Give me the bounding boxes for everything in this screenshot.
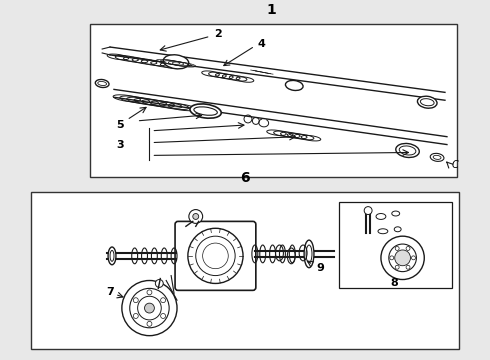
Circle shape: [147, 321, 152, 326]
Circle shape: [189, 210, 203, 223]
Ellipse shape: [96, 80, 109, 87]
Circle shape: [390, 256, 394, 260]
Ellipse shape: [417, 96, 437, 108]
Circle shape: [406, 247, 410, 251]
Circle shape: [193, 213, 199, 220]
Circle shape: [133, 314, 138, 319]
Circle shape: [412, 256, 416, 260]
Circle shape: [406, 265, 410, 269]
Text: 4: 4: [258, 39, 266, 49]
Bar: [90, 24, 457, 177]
Text: 1: 1: [267, 4, 276, 18]
Ellipse shape: [108, 247, 116, 265]
Circle shape: [395, 247, 399, 251]
Ellipse shape: [304, 240, 314, 268]
Text: 8: 8: [391, 278, 398, 288]
Circle shape: [395, 265, 399, 269]
Text: 5: 5: [116, 120, 123, 130]
Circle shape: [145, 303, 154, 313]
Circle shape: [395, 250, 411, 266]
Circle shape: [130, 288, 169, 328]
Circle shape: [364, 207, 372, 215]
Ellipse shape: [396, 143, 419, 157]
Bar: [31, 192, 459, 350]
Circle shape: [138, 296, 161, 320]
Ellipse shape: [430, 153, 444, 161]
Circle shape: [389, 244, 416, 272]
Text: 2: 2: [215, 29, 222, 39]
Circle shape: [155, 279, 163, 287]
Text: C: C: [452, 160, 459, 170]
Ellipse shape: [190, 104, 221, 118]
Circle shape: [161, 298, 166, 303]
Ellipse shape: [163, 55, 189, 69]
Circle shape: [147, 290, 152, 295]
Bar: [339, 202, 452, 288]
Text: 6: 6: [240, 171, 250, 185]
Circle shape: [133, 298, 138, 303]
Text: 7: 7: [106, 287, 114, 297]
Circle shape: [381, 236, 424, 279]
FancyBboxPatch shape: [175, 221, 256, 291]
Text: 9: 9: [316, 263, 324, 273]
Circle shape: [161, 314, 166, 319]
Circle shape: [122, 280, 177, 336]
Text: 3: 3: [116, 140, 123, 149]
Ellipse shape: [286, 80, 303, 90]
